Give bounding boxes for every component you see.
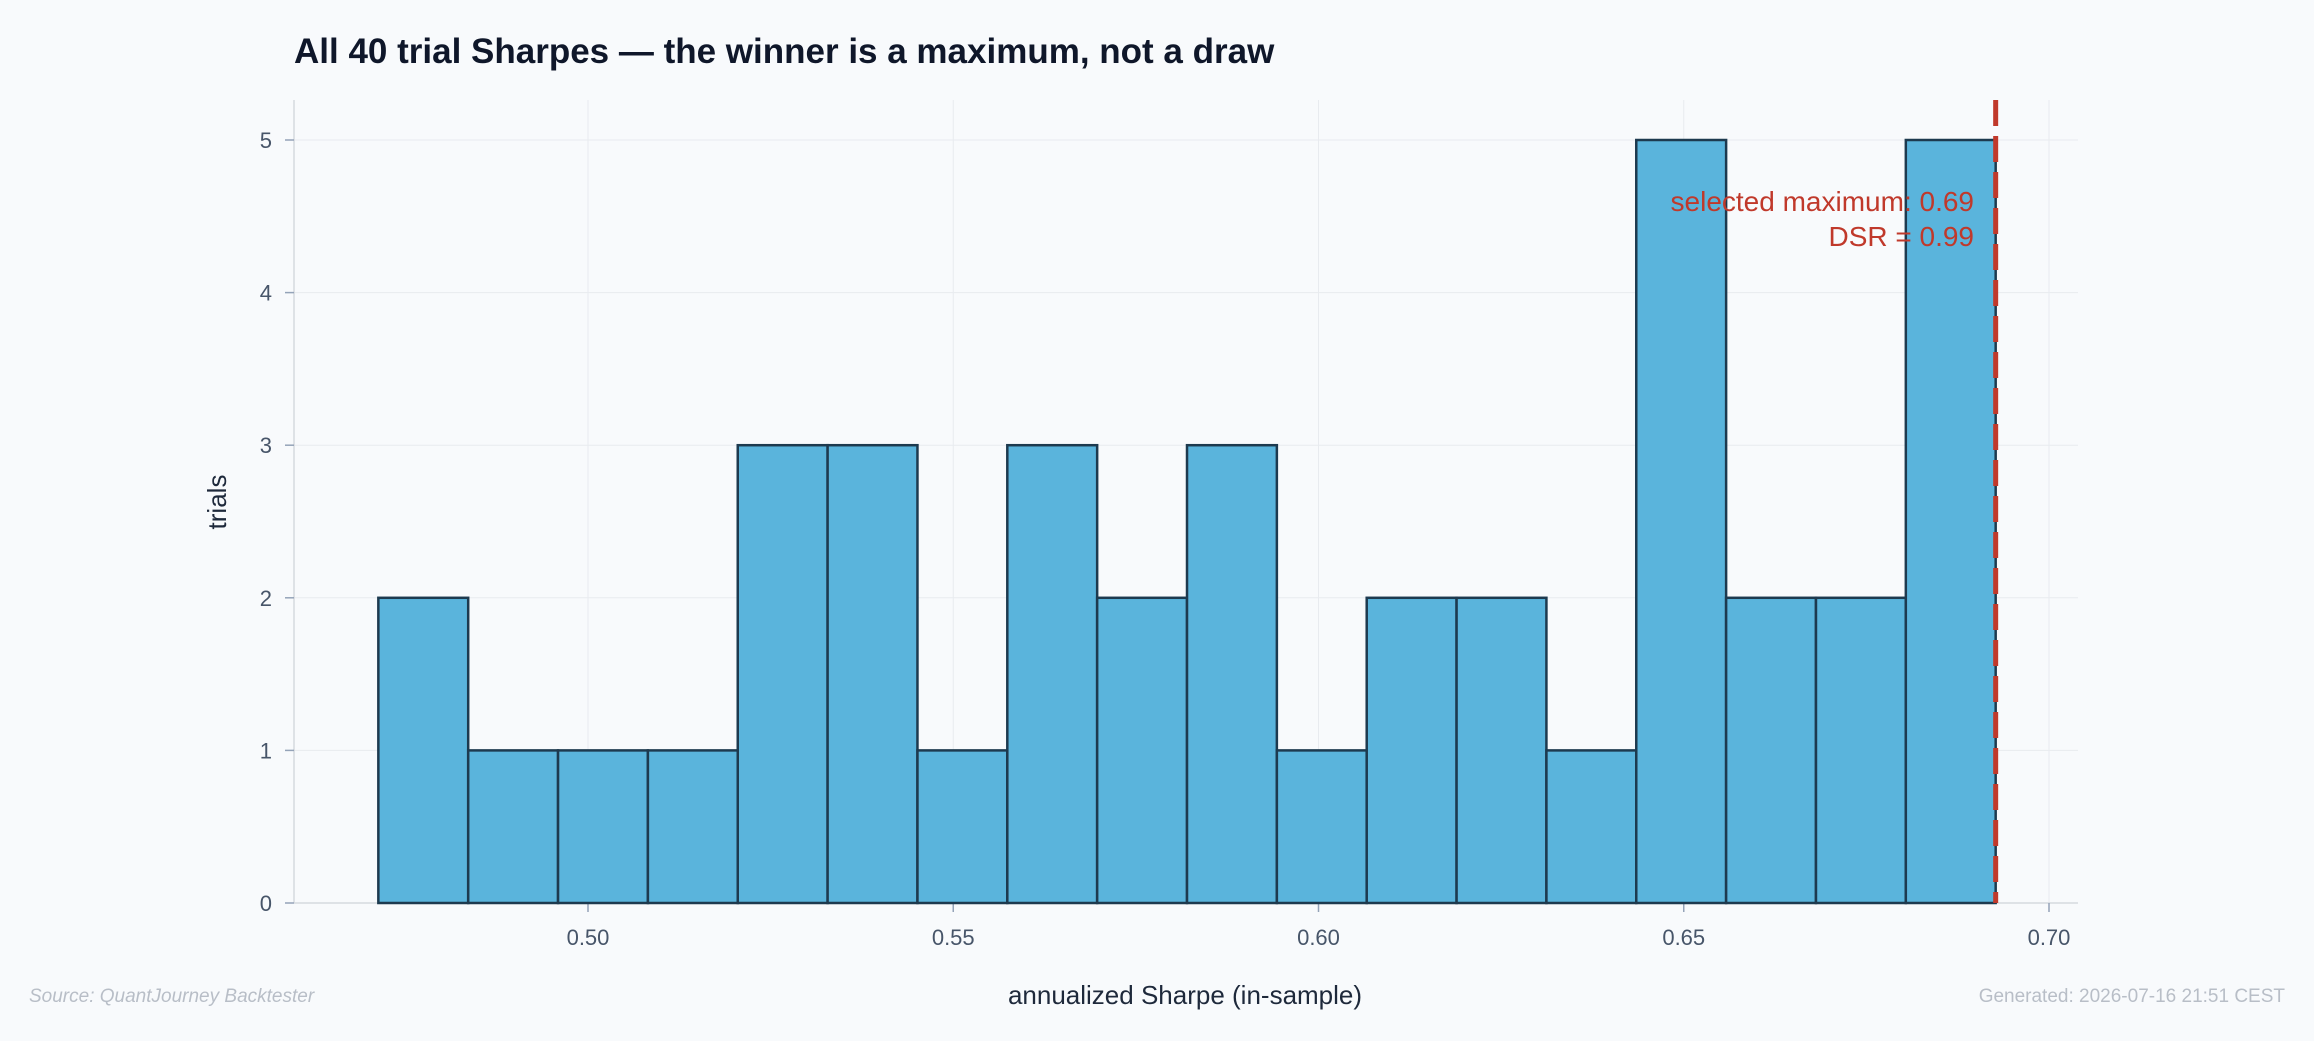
histogram-bar (1365, 596, 1458, 905)
histogram-bar (736, 443, 829, 905)
x-tick-label: 0.65 (1662, 925, 1705, 950)
x-axis-label: annualized Sharpe (in-sample) (1008, 980, 1362, 1010)
annotation-selected-maximum: selected maximum: 0.69 (1671, 186, 1974, 217)
chart-title: All 40 trial Sharpes — the winner is a m… (294, 32, 1275, 71)
histogram-bar (466, 749, 560, 905)
histogram-bar (1814, 596, 1908, 905)
histogram-bar (377, 596, 470, 905)
histogram-bar (826, 443, 919, 905)
y-tick-label: 4 (260, 281, 272, 306)
histogram-bar (1455, 596, 1548, 905)
tick-labels: 0.50 0.55 0.60 0.65 0.70 0 1 2 3 4 5 (260, 128, 2071, 950)
annotation-dsr: DSR = 0.99 (1828, 221, 1974, 252)
histogram-bar (1095, 596, 1189, 905)
histogram-bar (556, 749, 650, 905)
x-tick-label: 0.50 (567, 925, 610, 950)
histogram-bar (1635, 138, 1728, 905)
y-axis-label: trials (202, 475, 232, 530)
histogram-bar (916, 749, 1009, 905)
histogram-bar (1724, 596, 1818, 905)
histogram-bar (1185, 443, 1279, 905)
x-tick-label: 0.60 (1297, 925, 1340, 950)
y-tick-label: 1 (260, 738, 272, 763)
y-tick-label: 3 (260, 433, 272, 458)
histogram-bar (1006, 443, 1099, 905)
y-tick-label: 5 (260, 128, 272, 153)
y-tick-label: 2 (260, 586, 272, 611)
histogram-bars (377, 138, 1997, 905)
histogram-bar (1904, 138, 1997, 905)
x-tick-label: 0.55 (932, 925, 975, 950)
y-tick-label: 0 (260, 891, 272, 916)
histogram-bar (1275, 749, 1368, 905)
footer-generated: Generated: 2026-07-16 21:51 CEST (1979, 986, 2286, 1007)
histogram-bar (646, 749, 740, 905)
footer-source: Source: QuantJourney Backtester (29, 986, 315, 1007)
x-tick-label: 0.70 (2028, 925, 2071, 950)
histogram-bar (1545, 749, 1638, 905)
